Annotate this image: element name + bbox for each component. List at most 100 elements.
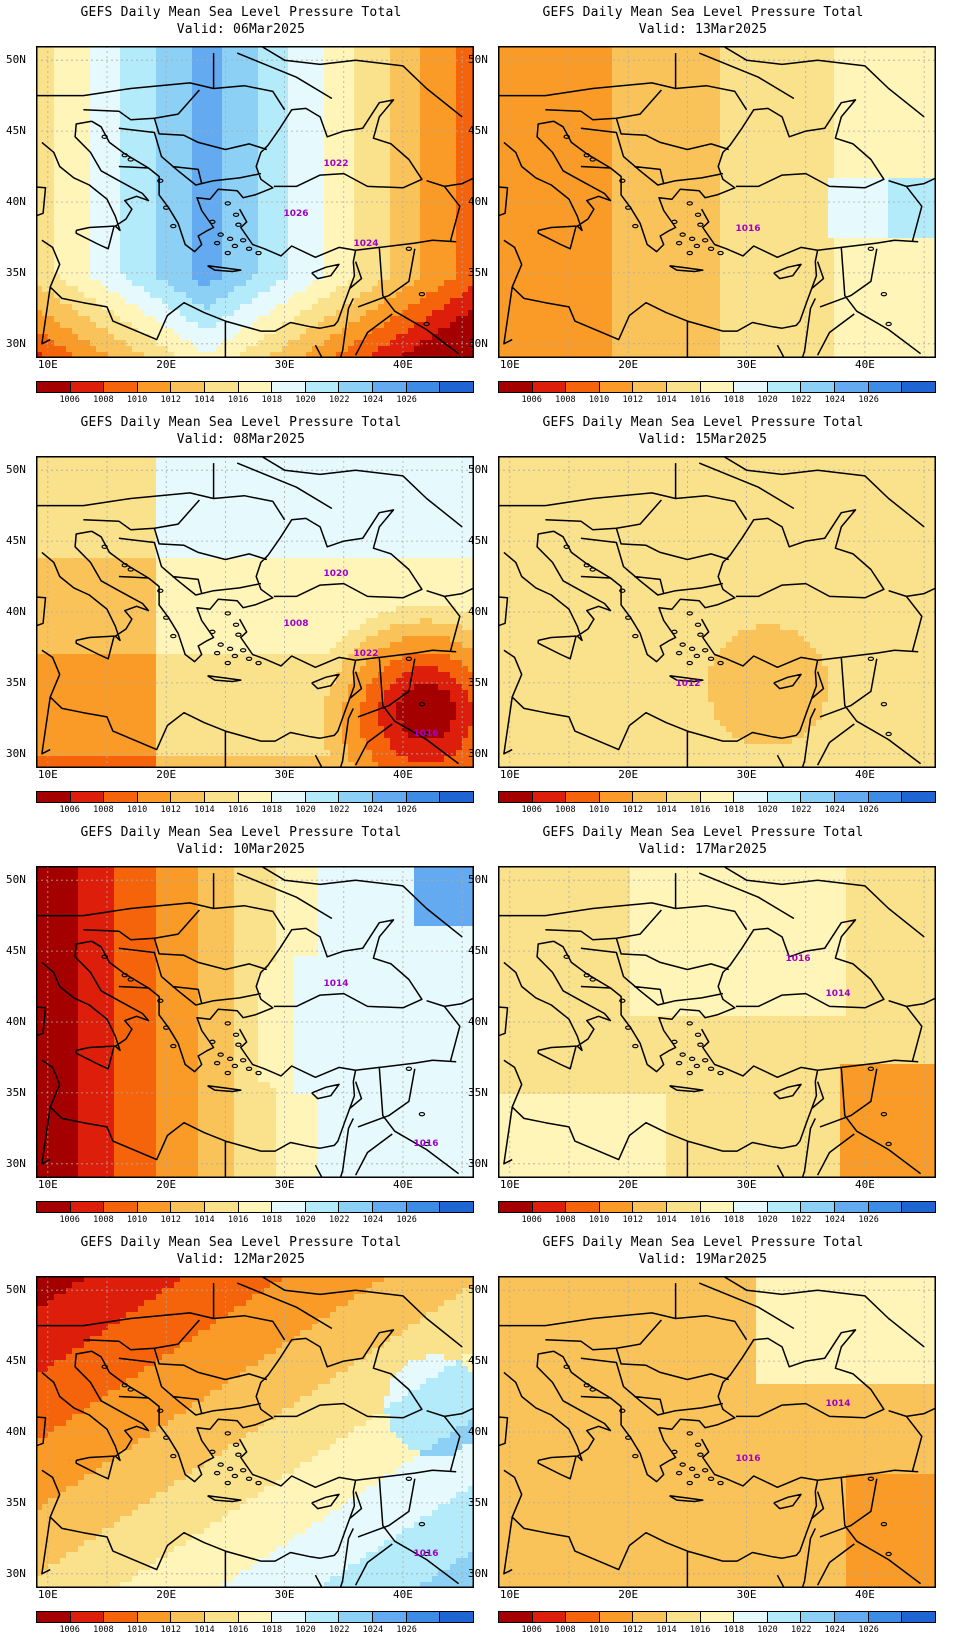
- island-outline: [686, 660, 693, 666]
- colorbar-swatch: [238, 792, 273, 802]
- island-outline: [163, 1435, 170, 1440]
- colorbar-swatch: [767, 792, 802, 802]
- map-frame: [498, 1276, 936, 1588]
- contour-label: 1016: [413, 1549, 438, 1559]
- island-outline: [583, 1382, 590, 1388]
- longitude-label: 30E: [732, 1179, 762, 1191]
- contour-label: 1016: [413, 729, 438, 739]
- island-outline: [163, 205, 170, 210]
- colorbar-label: 1010: [584, 1215, 614, 1225]
- colorbar-swatch: [37, 792, 71, 802]
- island-outline: [157, 998, 164, 1003]
- coastlines: [498, 1276, 936, 1588]
- panel-valid-date: Valid: 15Mar2025: [462, 431, 944, 448]
- longitude-label: 40E: [388, 359, 418, 371]
- island-outline: [127, 977, 134, 982]
- latitude-label: 35N: [6, 1086, 34, 1099]
- pressure-map: 1016: [498, 46, 936, 358]
- panel-title: GEFS Daily Mean Sea Level Pressure Total: [462, 824, 944, 841]
- island-outline: [209, 219, 216, 225]
- contour-label: 1014: [323, 979, 348, 989]
- island-outline: [101, 954, 108, 959]
- colorbar-swatch: [499, 382, 533, 392]
- longitude-label: 30E: [732, 769, 762, 781]
- colorbar-label: 1014: [189, 1215, 219, 1225]
- island-outline: [867, 246, 875, 251]
- island-outline: [418, 1111, 426, 1117]
- colorbar-swatch: [734, 1612, 768, 1622]
- island-outline: [686, 1021, 693, 1026]
- island-outline: [232, 1442, 240, 1447]
- colorbar-swatch: [373, 792, 407, 802]
- pressure-map-svg: 1016 1014: [498, 866, 936, 1178]
- island-outline: [245, 1066, 253, 1071]
- latitude-label: 35N: [468, 266, 496, 279]
- contour-label: 1022: [353, 649, 378, 659]
- contour-label: 1014: [825, 1399, 850, 1409]
- colorbar-label: 1020: [291, 805, 321, 815]
- island-outline: [693, 1063, 701, 1069]
- colorbar-label: 1020: [291, 395, 321, 405]
- island-outline: [632, 223, 639, 229]
- panel-valid-date: Valid: 17Mar2025: [462, 841, 944, 858]
- colorbar-label: 1026: [854, 395, 884, 405]
- colorbar-swatch: [104, 1612, 138, 1622]
- island-outline: [589, 1387, 596, 1392]
- colorbar-label: 1024: [820, 395, 850, 405]
- colorbar-label: 1018: [257, 1625, 287, 1635]
- island-outline: [688, 646, 696, 652]
- island-outline: [679, 1052, 686, 1057]
- colorbar-label: 1010: [122, 805, 152, 815]
- colorbar-swatch: [767, 1612, 802, 1622]
- longitude-label: 40E: [388, 769, 418, 781]
- island-outline: [217, 232, 224, 237]
- island-outline: [224, 1070, 231, 1076]
- coastlines: [498, 46, 936, 358]
- colorbar-swatch: [835, 792, 869, 802]
- map-frame: [498, 46, 936, 358]
- colorbar-label: 1006: [517, 395, 547, 405]
- longitude-label: 30E: [270, 769, 300, 781]
- colorbar-swatch: [440, 792, 473, 802]
- map-frame: [36, 1276, 474, 1588]
- contour-label: 1014: [825, 989, 850, 999]
- colorbar-label: 1006: [55, 805, 85, 815]
- colorbar-label: 1020: [753, 1625, 783, 1635]
- latitude-label: 30N: [468, 1567, 496, 1580]
- island-outline: [619, 178, 626, 183]
- island-outline: [693, 653, 701, 659]
- longitude-label: 30E: [732, 359, 762, 371]
- colorbar-label: 1014: [189, 395, 219, 405]
- island-outline: [619, 998, 626, 1003]
- island-outline: [583, 972, 590, 978]
- colorbar: [498, 1611, 936, 1623]
- colorbar-swatch: [205, 1612, 239, 1622]
- island-outline: [170, 223, 177, 229]
- panel-valid-date: Valid: 12Mar2025: [0, 1251, 482, 1268]
- contour-label: 1024: [353, 239, 378, 249]
- colorbar-swatch: [835, 1202, 869, 1212]
- colorbar-label: 1008: [88, 1215, 118, 1225]
- colorbar: [498, 1201, 936, 1213]
- island-outline: [226, 236, 234, 242]
- island-outline: [707, 1066, 715, 1071]
- colorbar-swatch: [440, 1612, 473, 1622]
- island-outline: [245, 246, 253, 251]
- colorbar-label: 1024: [358, 805, 388, 815]
- longitude-label: 30E: [270, 359, 300, 371]
- panel-title: GEFS Daily Mean Sea Level Pressure Total: [0, 824, 482, 841]
- colorbar-label: 1022: [786, 1215, 816, 1225]
- island-outline: [157, 1408, 164, 1413]
- latitude-label: 50N: [468, 464, 496, 476]
- colorbar-swatch: [205, 382, 239, 392]
- map-panel: GEFS Daily Mean Sea Level Pressure Total…: [0, 820, 482, 1230]
- colorbar-label: 1010: [584, 1625, 614, 1635]
- latitude-label: 35N: [6, 1496, 34, 1509]
- island-outline: [213, 1470, 221, 1476]
- colorbar-label: 1024: [358, 395, 388, 405]
- latitude-label: 40N: [468, 196, 496, 208]
- island-outline: [693, 1473, 701, 1479]
- island-outline: [589, 157, 596, 162]
- map-panel: GEFS Daily Mean Sea Level Pressure Total…: [462, 1230, 944, 1640]
- colorbar-swatch: [667, 792, 701, 802]
